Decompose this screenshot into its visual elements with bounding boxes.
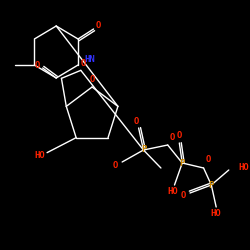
Text: O: O: [96, 22, 101, 30]
Text: HO: HO: [238, 162, 249, 172]
Text: O: O: [90, 76, 95, 84]
Text: O: O: [81, 59, 86, 68]
Text: O: O: [170, 134, 175, 142]
Text: O: O: [206, 156, 211, 164]
Text: O: O: [34, 60, 40, 70]
Text: O: O: [113, 160, 118, 170]
Text: O: O: [177, 132, 182, 140]
Text: HN: HN: [85, 56, 96, 64]
Text: P: P: [209, 180, 214, 190]
Text: P: P: [180, 158, 185, 168]
Text: O: O: [134, 116, 139, 126]
Text: HO: HO: [211, 210, 222, 218]
Text: O: O: [180, 192, 186, 200]
Text: P: P: [141, 146, 146, 154]
Text: HO: HO: [167, 188, 178, 196]
Text: HO: HO: [34, 151, 45, 160]
